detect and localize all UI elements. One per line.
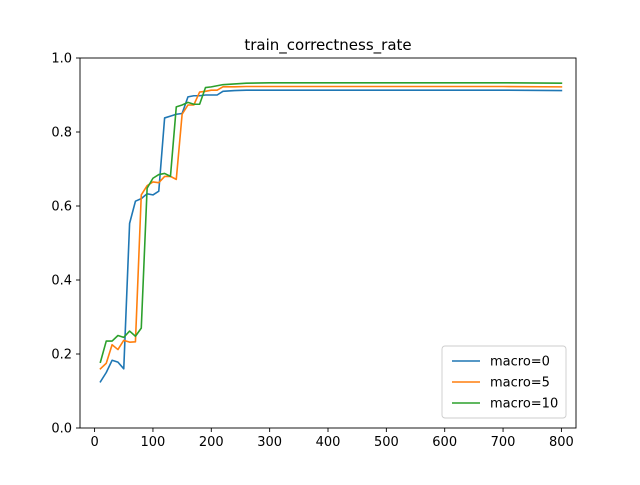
y-tick-label: 0.6 xyxy=(51,200,72,215)
x-tick-label: 100 xyxy=(141,435,166,450)
x-tick-label: 800 xyxy=(549,435,574,450)
chart-title: train_correctness_rate xyxy=(244,36,411,55)
x-tick-label: 700 xyxy=(491,435,516,450)
series-line-2 xyxy=(99,85,563,370)
x-tick-label: 600 xyxy=(432,435,457,450)
x-tick-label: 200 xyxy=(199,435,224,450)
legend-label-3: macro=10 xyxy=(490,397,558,412)
y-tick-label: 1.0 xyxy=(51,52,72,67)
y-tick-label: 0.0 xyxy=(51,422,72,437)
x-tick-label: 0 xyxy=(90,435,98,450)
legend-label-2: macro=5 xyxy=(490,376,550,391)
y-tick-label: 0.2 xyxy=(51,348,72,363)
x-tick-label: 300 xyxy=(257,435,282,450)
y-tick-label: 0.8 xyxy=(51,126,72,141)
legend-label-1: macro=0 xyxy=(490,355,550,370)
plot-area: 0 100 200 300 400 500 600 700 800 0.0 0.2 0.4 0.6 0.8… xyxy=(51,52,577,450)
x-tick-label: 400 xyxy=(316,435,341,450)
legend-box xyxy=(441,345,567,419)
series-line-1 xyxy=(99,89,563,383)
y-tick-label: 0.4 xyxy=(51,274,72,289)
x-tick-label: 500 xyxy=(374,435,399,450)
legend: macro=0 macro=5 macro=10 xyxy=(441,345,567,419)
series-line-3 xyxy=(99,81,563,364)
